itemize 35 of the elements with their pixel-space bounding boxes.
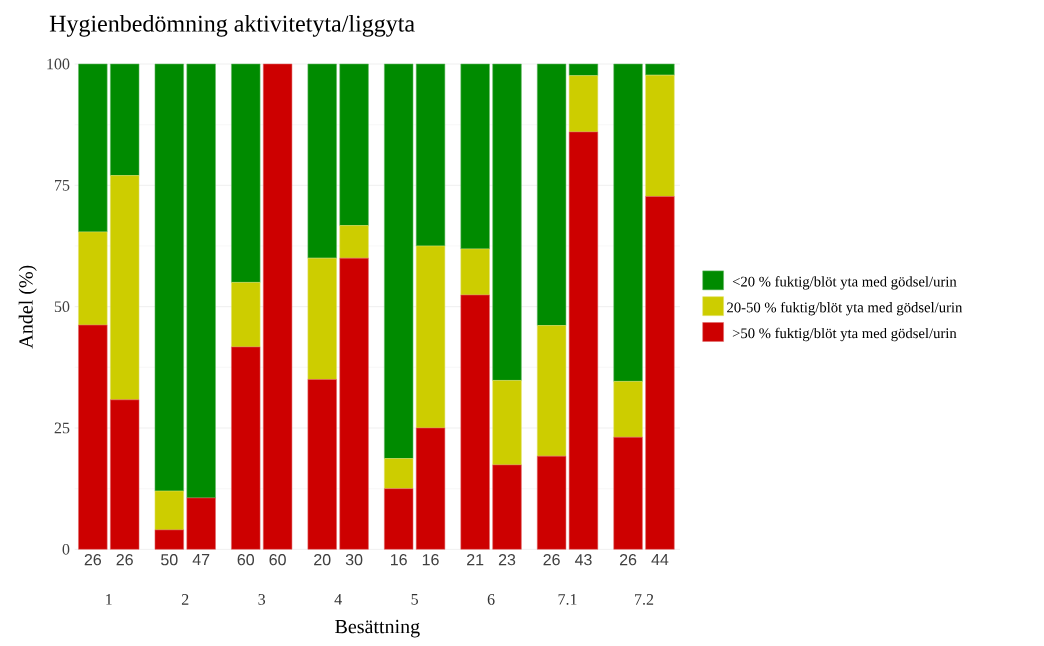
x-tick-label: 43 xyxy=(574,554,592,566)
x-tick-label: 60 xyxy=(269,554,286,566)
y-tick-label: 100 xyxy=(47,58,70,70)
y-tick-label: 0 xyxy=(62,543,70,555)
chart-title: Hygienbedömning aktivitetyta/liggyta xyxy=(49,14,415,37)
legend-label: >50 % fuktig/blöt yta med gödsel/urin xyxy=(732,327,957,342)
x-tick-label: 50 xyxy=(161,554,178,566)
x-tick-label: 60 xyxy=(237,554,255,566)
y-axis-title: Andel (%) xyxy=(18,265,37,349)
x-tick-label: 44 xyxy=(651,554,669,566)
text: 3 xyxy=(258,594,266,605)
text: 7.1 xyxy=(558,594,577,605)
x-tick-label: 21 xyxy=(467,554,484,566)
text: 1 xyxy=(106,594,112,605)
text: 4 xyxy=(334,594,342,605)
x-tick-label: 30 xyxy=(345,554,363,566)
y-tick-label: 50 xyxy=(54,301,70,313)
x-tick-label: 20 xyxy=(314,554,331,566)
text: 2 xyxy=(181,594,189,605)
x-tick-label: 26 xyxy=(84,554,102,566)
y-tick-label: 25 xyxy=(54,422,70,434)
text: 7.2 xyxy=(635,594,654,605)
x-tick-label: 26 xyxy=(619,554,637,566)
text: 5 xyxy=(411,594,418,605)
y-tick-label: 75 xyxy=(55,180,70,191)
x-tick-label: 47 xyxy=(192,554,210,566)
x-axis-title: Besättning xyxy=(335,619,420,638)
x-tick-label: 26 xyxy=(543,554,560,566)
x-tick-label: 26 xyxy=(116,554,133,566)
text: 6 xyxy=(487,594,495,605)
legend-label: <20 % fuktig/blöt yta med gödsel/urin xyxy=(732,276,957,290)
legend-label: 20-50 % fuktig/blöt yta med gödsel/urin xyxy=(727,301,963,316)
x-tick-label: 23 xyxy=(498,554,516,566)
x-tick-label: 16 xyxy=(391,554,407,566)
x-tick-label: 16 xyxy=(422,554,439,566)
